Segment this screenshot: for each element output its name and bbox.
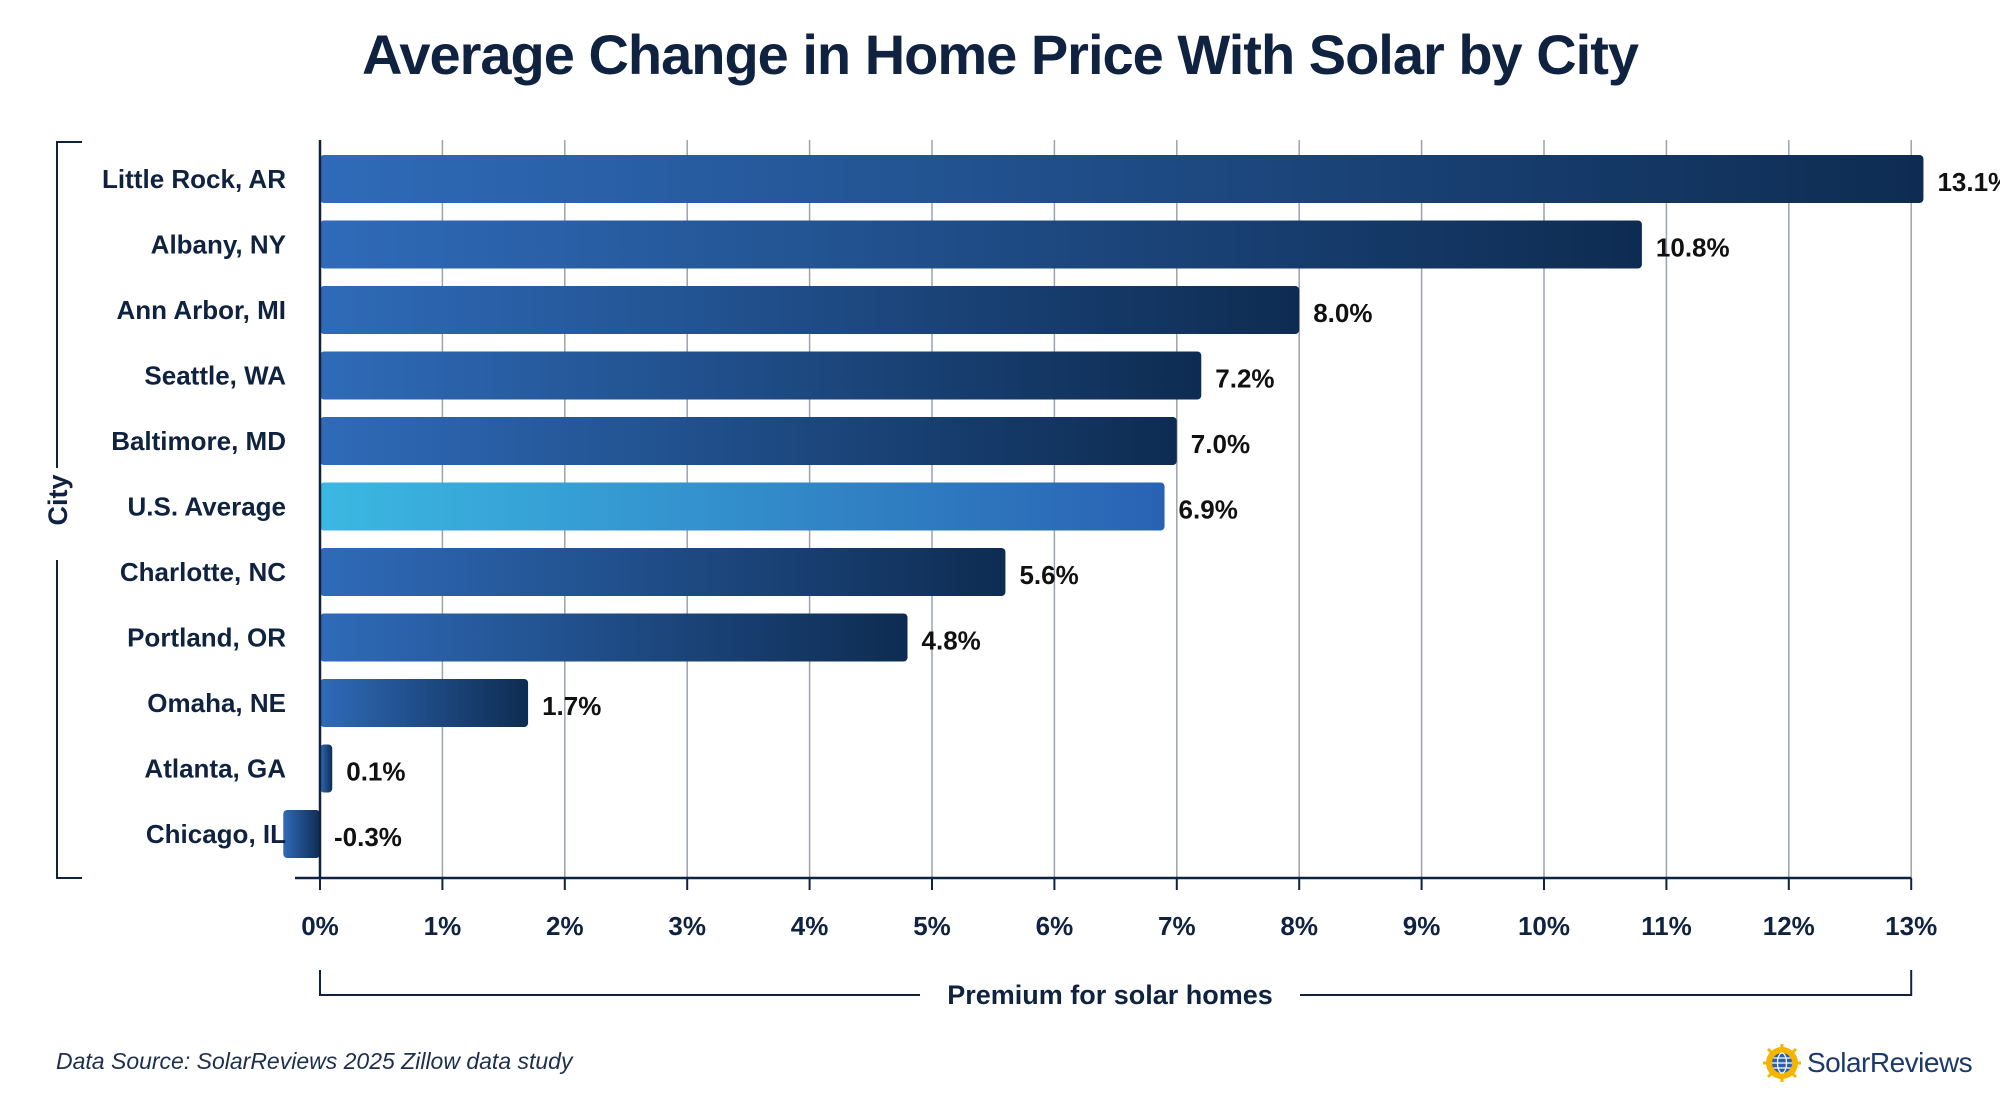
- x-tick-label: 12%: [1763, 911, 1815, 941]
- x-tick-label: 13%: [1885, 911, 1937, 941]
- category-label: Seattle, WA: [144, 361, 286, 391]
- x-axis-bracket: [1300, 970, 1913, 996]
- x-tick-label: 7%: [1158, 911, 1196, 941]
- category-label: Albany, NY: [151, 230, 286, 260]
- data-label: 7.0%: [1191, 429, 1250, 459]
- x-axis-title: Premium for solar homes: [947, 980, 1273, 1010]
- category-label: Omaha, NE: [147, 688, 286, 718]
- bar: [320, 482, 1165, 531]
- data-label: 8.0%: [1313, 298, 1372, 328]
- category-label: Atlanta, GA: [144, 754, 286, 784]
- data-label: 13.1%: [1937, 167, 2000, 197]
- x-tick-label: 8%: [1280, 911, 1318, 941]
- data-label: 1.7%: [542, 691, 601, 721]
- bar: [320, 220, 1642, 269]
- labels: 0% 1% 2% 3% 4% 5% 6% 7% 8% 9% 10% 11% 12% 13% City Prem…: [43, 164, 2000, 1010]
- brand-name: SolarReviews: [1807, 1047, 1973, 1078]
- category-label: Little Rock, AR: [102, 164, 286, 194]
- y-axis-title: City: [43, 474, 73, 525]
- category-label: Portland, OR: [127, 623, 286, 653]
- x-tick-label: 2%: [546, 911, 584, 941]
- y-axis-bracket: [56, 141, 82, 468]
- x-tick-label: 1%: [424, 911, 462, 941]
- bar: [320, 744, 333, 793]
- bar: [320, 548, 1006, 596]
- x-tick-label: 4%: [791, 911, 829, 941]
- x-tick-label: 11%: [1641, 911, 1692, 941]
- x-tick-label: 5%: [913, 911, 951, 941]
- bar: [320, 286, 1300, 334]
- sun-globe-icon: [1763, 1044, 1801, 1082]
- data-label: 4.8%: [922, 626, 981, 656]
- axes: [56, 140, 1913, 996]
- bar: [320, 679, 529, 727]
- data-label: -0.3%: [334, 822, 402, 852]
- data-label: 7.2%: [1215, 364, 1274, 394]
- data-label: 6.9%: [1179, 495, 1238, 525]
- data-source-note: Data Source: SolarReviews 2025 Zillow da…: [56, 1048, 573, 1074]
- x-tick-label: 9%: [1403, 911, 1441, 941]
- brand-logo: SolarReviews: [1763, 1044, 1973, 1082]
- chart-title: Average Change in Home Price With Solar …: [361, 23, 1639, 86]
- y-axis-bracket: [56, 560, 82, 879]
- category-label: Chicago, IL: [146, 819, 286, 849]
- category-label: U.S. Average: [128, 492, 286, 522]
- x-axis-bracket: [319, 970, 920, 996]
- data-label: 0.1%: [346, 757, 405, 787]
- bars: [283, 155, 1924, 858]
- bar: [320, 351, 1202, 400]
- category-label: Charlotte, NC: [120, 557, 286, 587]
- data-label: 10.8%: [1656, 233, 1730, 263]
- x-tick-label: 10%: [1518, 911, 1570, 941]
- bar: [283, 810, 320, 858]
- data-label: 5.6%: [1019, 560, 1078, 590]
- bar: [320, 417, 1177, 465]
- category-label: Baltimore, MD: [111, 426, 286, 456]
- bar: [320, 613, 908, 662]
- x-tick-label: 3%: [668, 911, 706, 941]
- bar: [320, 155, 1924, 203]
- x-tick-label: 6%: [1036, 911, 1074, 941]
- x-tick-label: 0%: [301, 911, 339, 941]
- category-label: Ann Arbor, MI: [117, 295, 286, 325]
